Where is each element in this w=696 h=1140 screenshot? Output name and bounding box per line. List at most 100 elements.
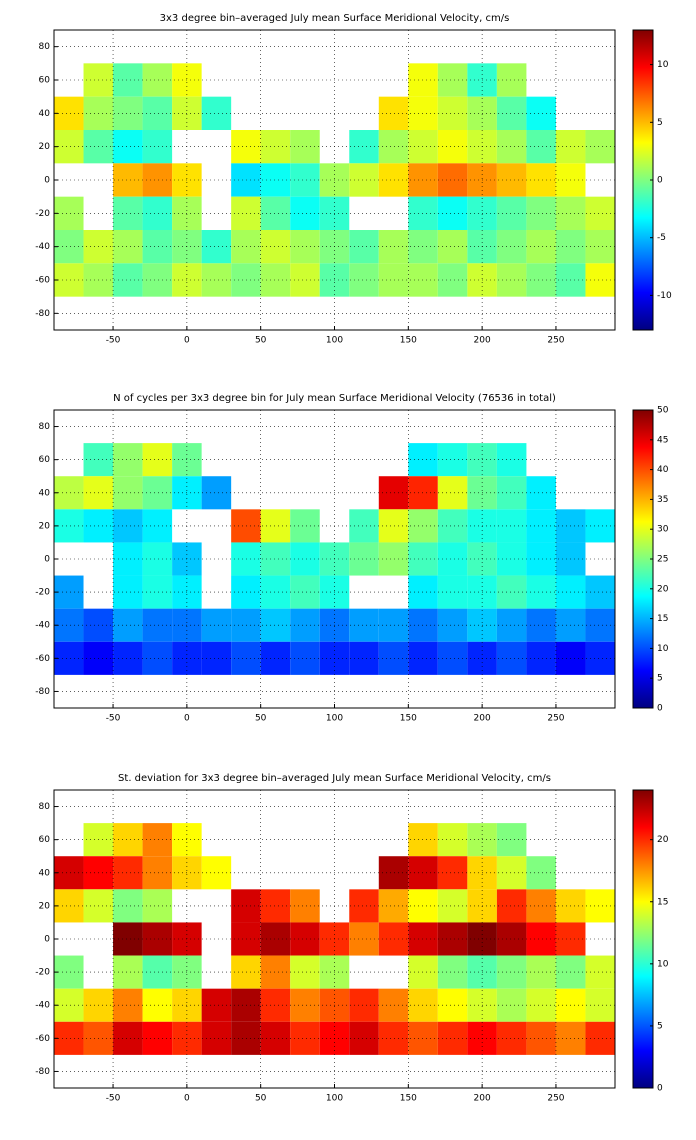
cell: [408, 96, 438, 130]
axes-frame: [53, 789, 616, 1089]
cell: [260, 608, 291, 642]
y-tick-label: 0: [44, 176, 50, 186]
colorbar-tick-label: 10: [657, 60, 669, 70]
cell: [496, 608, 527, 642]
cell: [496, 575, 527, 609]
cell: [113, 476, 143, 510]
cell: [231, 922, 261, 956]
cell: [378, 856, 409, 890]
colorbar-tick-label: -10: [657, 291, 672, 301]
y-tick-label: 40: [39, 868, 51, 878]
x-tick-label: 200: [474, 336, 491, 346]
cell: [260, 1021, 291, 1055]
cell: [142, 163, 173, 197]
cell: [408, 63, 438, 97]
cell: [142, 443, 173, 477]
y-tick-label: -60: [35, 654, 50, 664]
cell: [231, 196, 261, 230]
x-tick-label: -50: [106, 1094, 121, 1104]
y-tick-label: 40: [39, 488, 51, 498]
cell: [231, 130, 261, 164]
colorbar-tick-label: 40: [657, 465, 669, 475]
cell: [260, 988, 291, 1022]
cell: [408, 542, 438, 576]
cell: [526, 889, 556, 923]
cell: [408, 163, 438, 197]
cell: [142, 988, 173, 1022]
cell: [378, 130, 409, 164]
cell: [408, 509, 438, 543]
y-tick-label: -20: [35, 209, 50, 219]
cell: [142, 856, 173, 890]
colorbar-tick-label: 15: [657, 897, 668, 907]
cell: [231, 955, 261, 989]
colorbar-tick-label: 5: [657, 118, 663, 128]
cell: [408, 641, 438, 675]
colorbar-tick-label: 20: [657, 835, 669, 845]
y-tick-label: -40: [35, 621, 50, 631]
colorbar-tick-label: 15: [657, 614, 668, 624]
axes-frame: [53, 409, 616, 709]
colorbar-tick-label: 0: [657, 176, 663, 186]
cell: [526, 163, 556, 197]
colorbar-tick-label: 5: [657, 1021, 663, 1031]
colorbar-tick-label: 35: [657, 495, 668, 505]
cell: [378, 922, 409, 956]
cell: [378, 476, 409, 510]
cell: [526, 922, 556, 956]
cell: [142, 823, 173, 857]
cell: [260, 130, 291, 164]
cell: [378, 889, 409, 923]
x-tick-label: 100: [326, 714, 343, 724]
cell: [496, 922, 527, 956]
cell: [260, 230, 291, 264]
x-tick-label: 150: [400, 336, 417, 346]
chart-title: St. deviation for 3x3 degree bin–average…: [118, 773, 551, 784]
cell: [231, 542, 261, 576]
cell: [408, 856, 438, 890]
cell: [526, 856, 556, 890]
y-tick-label: -80: [35, 309, 50, 319]
cell: [260, 922, 291, 956]
cell: [496, 230, 527, 264]
cell: [231, 509, 261, 543]
x-tick-label: 50: [255, 714, 267, 724]
cell: [408, 988, 438, 1022]
cell: [113, 542, 143, 576]
x-tick-label: -50: [106, 714, 121, 724]
cell: [496, 641, 527, 675]
cell: [113, 263, 143, 297]
cell: [231, 988, 261, 1022]
cell: [113, 889, 143, 923]
colorbar-tick-label: 25: [657, 555, 668, 565]
colorbar-tick-label: 30: [657, 525, 669, 535]
cell: [378, 641, 409, 675]
cell: [378, 608, 409, 642]
cell: [496, 476, 527, 510]
cell: [496, 988, 527, 1022]
cell: [408, 608, 438, 642]
cell: [496, 889, 527, 923]
cell: [408, 196, 438, 230]
cell: [142, 922, 173, 956]
cell: [260, 889, 291, 923]
cell: [231, 641, 261, 675]
cell: [526, 955, 556, 989]
cell: [496, 955, 527, 989]
cell: [113, 63, 143, 97]
cell: [260, 196, 291, 230]
x-tick-label: 250: [547, 1094, 564, 1104]
colorbar-tick-label: 45: [657, 435, 668, 445]
cell: [231, 608, 261, 642]
cell: [231, 163, 261, 197]
x-tick-label: 150: [400, 714, 417, 724]
cell: [496, 509, 527, 543]
x-tick-label: 250: [547, 336, 564, 346]
cell: [113, 443, 143, 477]
cell: [408, 889, 438, 923]
cell: [496, 856, 527, 890]
cell: [378, 1021, 409, 1055]
x-tick-label: 50: [255, 1094, 267, 1104]
